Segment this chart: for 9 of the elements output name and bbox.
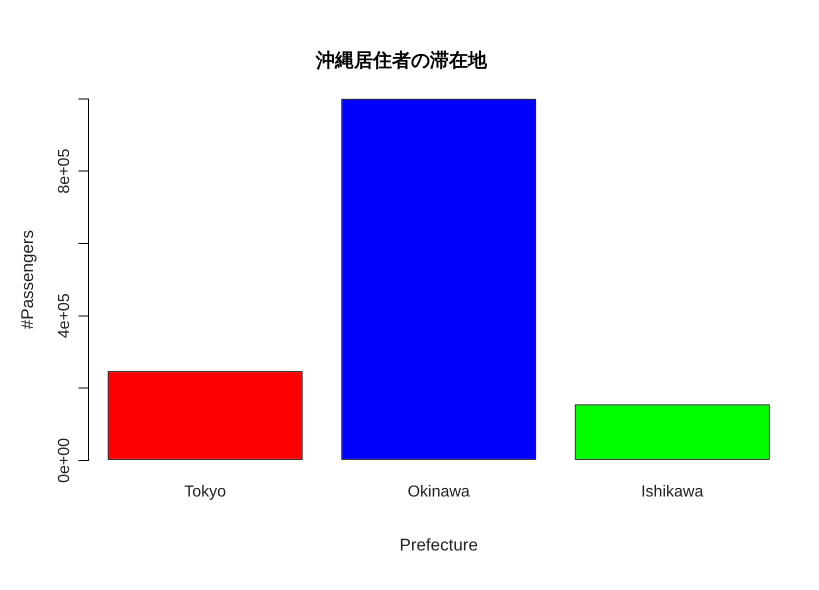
x-axis-title: Prefecture: [399, 535, 478, 554]
x-tick-label: Ishikawa: [641, 483, 704, 500]
y-tick-label: 4e+05: [56, 293, 73, 338]
y-axis-title: #Passengers: [18, 230, 37, 330]
x-tick-label: Okinawa: [408, 483, 470, 500]
chart-title: 沖縄居住者の滞在地: [315, 50, 488, 72]
y-tick-label: 0e+00: [56, 438, 73, 483]
y-tick-label: 8e+05: [56, 148, 73, 194]
x-tick-label: Tokyo: [184, 483, 226, 500]
